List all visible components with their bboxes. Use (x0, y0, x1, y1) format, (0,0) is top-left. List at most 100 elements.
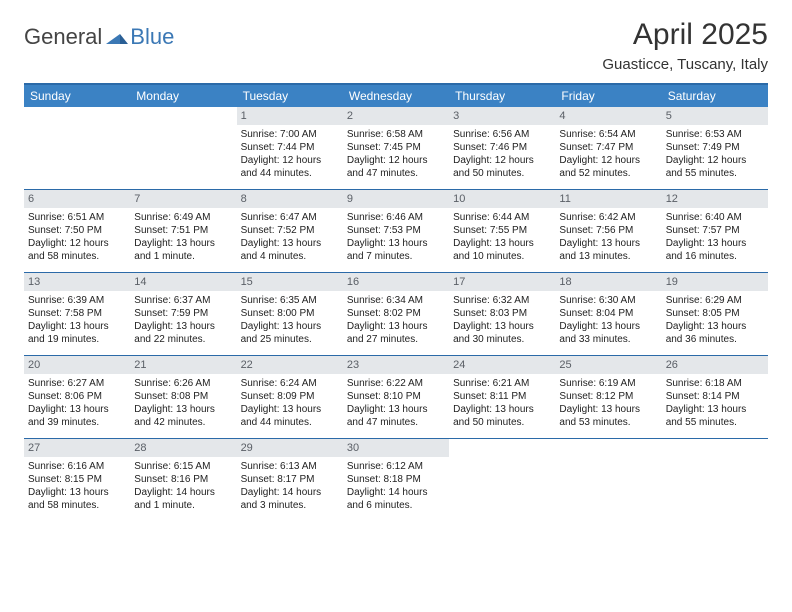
sunset-text: Sunset: 8:12 PM (559, 390, 657, 403)
sunset-text: Sunset: 8:03 PM (453, 307, 551, 320)
sunset-text: Sunset: 7:58 PM (28, 307, 126, 320)
daylight-text: Daylight: 13 hours and 39 minutes. (28, 403, 126, 429)
day-cell: 12Sunrise: 6:40 AMSunset: 7:57 PMDayligh… (662, 190, 768, 272)
day-cell: 28Sunrise: 6:15 AMSunset: 8:16 PMDayligh… (130, 439, 236, 521)
sunset-text: Sunset: 7:52 PM (241, 224, 339, 237)
sunrise-text: Sunrise: 6:54 AM (559, 128, 657, 141)
daylight-text: Daylight: 13 hours and 13 minutes. (559, 237, 657, 263)
daylight-text: Daylight: 13 hours and 47 minutes. (347, 403, 445, 429)
sunrise-text: Sunrise: 6:19 AM (559, 377, 657, 390)
day-number: 2 (343, 107, 449, 125)
logo-text-blue: Blue (130, 24, 174, 50)
day-number: 7 (130, 190, 236, 208)
dow-row: Sunday Monday Tuesday Wednesday Thursday… (24, 85, 768, 107)
day-number: 19 (662, 273, 768, 291)
day-number: 10 (449, 190, 555, 208)
sunrise-text: Sunrise: 6:30 AM (559, 294, 657, 307)
daylight-text: Daylight: 13 hours and 1 minute. (134, 237, 232, 263)
day-number: 27 (24, 439, 130, 457)
sunset-text: Sunset: 7:53 PM (347, 224, 445, 237)
sunset-text: Sunset: 8:09 PM (241, 390, 339, 403)
dow-monday: Monday (130, 85, 236, 107)
day-number: 18 (555, 273, 661, 291)
sunset-text: Sunset: 8:02 PM (347, 307, 445, 320)
sunrise-text: Sunrise: 6:51 AM (28, 211, 126, 224)
day-cell: 5Sunrise: 6:53 AMSunset: 7:49 PMDaylight… (662, 107, 768, 189)
daylight-text: Daylight: 13 hours and 27 minutes. (347, 320, 445, 346)
day-cell: 19Sunrise: 6:29 AMSunset: 8:05 PMDayligh… (662, 273, 768, 355)
day-cell: 27Sunrise: 6:16 AMSunset: 8:15 PMDayligh… (24, 439, 130, 521)
daylight-text: Daylight: 12 hours and 50 minutes. (453, 154, 551, 180)
sunset-text: Sunset: 7:44 PM (241, 141, 339, 154)
day-number: 12 (662, 190, 768, 208)
sunset-text: Sunset: 7:49 PM (666, 141, 764, 154)
day-number: 4 (555, 107, 661, 125)
sunset-text: Sunset: 8:08 PM (134, 390, 232, 403)
day-number: 15 (237, 273, 343, 291)
daylight-text: Daylight: 12 hours and 52 minutes. (559, 154, 657, 180)
dow-friday: Friday (555, 85, 661, 107)
daylight-text: Daylight: 13 hours and 55 minutes. (666, 403, 764, 429)
sunrise-text: Sunrise: 6:35 AM (241, 294, 339, 307)
day-number: 24 (449, 356, 555, 374)
day-number: 6 (24, 190, 130, 208)
sunrise-text: Sunrise: 6:24 AM (241, 377, 339, 390)
day-cell: 18Sunrise: 6:30 AMSunset: 8:04 PMDayligh… (555, 273, 661, 355)
sunrise-text: Sunrise: 6:53 AM (666, 128, 764, 141)
sunrise-text: Sunrise: 6:42 AM (559, 211, 657, 224)
sunrise-text: Sunrise: 6:46 AM (347, 211, 445, 224)
sunset-text: Sunset: 8:05 PM (666, 307, 764, 320)
day-number: 11 (555, 190, 661, 208)
sunrise-text: Sunrise: 6:21 AM (453, 377, 551, 390)
day-cell: 6Sunrise: 6:51 AMSunset: 7:50 PMDaylight… (24, 190, 130, 272)
sunset-text: Sunset: 7:56 PM (559, 224, 657, 237)
daylight-text: Daylight: 13 hours and 25 minutes. (241, 320, 339, 346)
daylight-text: Daylight: 13 hours and 36 minutes. (666, 320, 764, 346)
sunrise-text: Sunrise: 6:13 AM (241, 460, 339, 473)
day-cell: 26Sunrise: 6:18 AMSunset: 8:14 PMDayligh… (662, 356, 768, 438)
dow-saturday: Saturday (662, 85, 768, 107)
sunset-text: Sunset: 8:18 PM (347, 473, 445, 486)
daylight-text: Daylight: 13 hours and 58 minutes. (28, 486, 126, 512)
day-cell (449, 439, 555, 521)
day-number: 25 (555, 356, 661, 374)
day-cell (24, 107, 130, 189)
weeks-container: 1Sunrise: 7:00 AMSunset: 7:44 PMDaylight… (24, 107, 768, 521)
day-cell: 29Sunrise: 6:13 AMSunset: 8:17 PMDayligh… (237, 439, 343, 521)
day-number: 23 (343, 356, 449, 374)
daylight-text: Daylight: 14 hours and 3 minutes. (241, 486, 339, 512)
week-row: 27Sunrise: 6:16 AMSunset: 8:15 PMDayligh… (24, 439, 768, 521)
page: General Blue April 2025 Guasticce, Tusca… (0, 0, 792, 531)
day-cell: 15Sunrise: 6:35 AMSunset: 8:00 PMDayligh… (237, 273, 343, 355)
sunset-text: Sunset: 8:04 PM (559, 307, 657, 320)
day-cell: 8Sunrise: 6:47 AMSunset: 7:52 PMDaylight… (237, 190, 343, 272)
day-number: 26 (662, 356, 768, 374)
sunset-text: Sunset: 8:17 PM (241, 473, 339, 486)
daylight-text: Daylight: 14 hours and 1 minute. (134, 486, 232, 512)
calendar: Sunday Monday Tuesday Wednesday Thursday… (24, 83, 768, 521)
day-cell: 22Sunrise: 6:24 AMSunset: 8:09 PMDayligh… (237, 356, 343, 438)
dow-tuesday: Tuesday (237, 85, 343, 107)
sunrise-text: Sunrise: 7:00 AM (241, 128, 339, 141)
day-cell: 30Sunrise: 6:12 AMSunset: 8:18 PMDayligh… (343, 439, 449, 521)
day-number: 8 (237, 190, 343, 208)
day-number: 3 (449, 107, 555, 125)
week-row: 1Sunrise: 7:00 AMSunset: 7:44 PMDaylight… (24, 107, 768, 190)
daylight-text: Daylight: 13 hours and 30 minutes. (453, 320, 551, 346)
day-cell: 3Sunrise: 6:56 AMSunset: 7:46 PMDaylight… (449, 107, 555, 189)
day-number: 5 (662, 107, 768, 125)
day-cell: 17Sunrise: 6:32 AMSunset: 8:03 PMDayligh… (449, 273, 555, 355)
week-row: 6Sunrise: 6:51 AMSunset: 7:50 PMDaylight… (24, 190, 768, 273)
day-cell (555, 439, 661, 521)
logo-text-general: General (24, 24, 102, 50)
title-block: April 2025 Guasticce, Tuscany, Italy (602, 18, 768, 73)
daylight-text: Daylight: 12 hours and 47 minutes. (347, 154, 445, 180)
day-number: 21 (130, 356, 236, 374)
day-cell: 21Sunrise: 6:26 AMSunset: 8:08 PMDayligh… (130, 356, 236, 438)
week-row: 20Sunrise: 6:27 AMSunset: 8:06 PMDayligh… (24, 356, 768, 439)
day-cell: 24Sunrise: 6:21 AMSunset: 8:11 PMDayligh… (449, 356, 555, 438)
sunset-text: Sunset: 8:15 PM (28, 473, 126, 486)
daylight-text: Daylight: 13 hours and 44 minutes. (241, 403, 339, 429)
day-cell: 13Sunrise: 6:39 AMSunset: 7:58 PMDayligh… (24, 273, 130, 355)
daylight-text: Daylight: 13 hours and 42 minutes. (134, 403, 232, 429)
